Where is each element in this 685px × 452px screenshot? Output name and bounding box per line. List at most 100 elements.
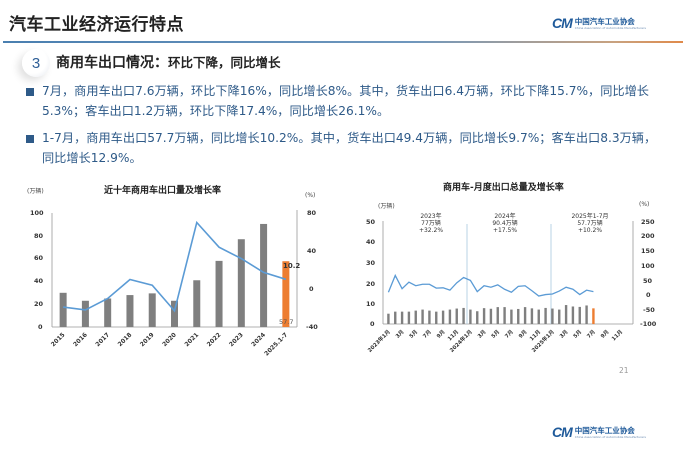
bar	[126, 295, 134, 327]
left-chart-right-unit: (%)	[305, 192, 316, 199]
left-y-tick: 0	[370, 320, 375, 328]
left-y-tick: 20	[34, 300, 44, 308]
bullet-item: 7月，商用车出口7.6万辆，环比下降16%，同比增长8%。其中，货车出口6.4万…	[26, 82, 666, 121]
bar	[496, 307, 499, 324]
caam-logo: CM 中国汽车工业协会 China Association of Automob…	[552, 15, 646, 31]
annotation-2025: 2025年1-7月 57.7万辆 +10.2%	[571, 213, 609, 234]
bar	[104, 298, 112, 327]
bullet-list: 7月，商用车出口7.6万辆，环比下降16%，同比增长8%。其中，货车出口6.4万…	[26, 82, 666, 176]
left-y-tick: 30	[366, 259, 376, 267]
page-number: 21	[619, 366, 629, 375]
bar	[171, 300, 178, 327]
bar	[421, 309, 424, 324]
left-y-tick: 20	[366, 280, 376, 288]
left-y-tick: 40	[366, 238, 376, 246]
bar	[489, 308, 493, 324]
right-y-tick: -50	[643, 306, 655, 314]
x-tick: 3月	[393, 328, 405, 340]
logo-chinese-name: 中国汽车工业协会	[574, 16, 635, 26]
right-y-tick: -100	[640, 320, 657, 328]
bar	[551, 308, 554, 324]
bar	[585, 305, 588, 324]
bar	[564, 305, 568, 324]
bar	[462, 307, 465, 324]
left-y-tick: 50	[366, 218, 376, 226]
bar	[407, 311, 411, 324]
bar	[544, 307, 547, 324]
square-bullet-icon	[26, 135, 34, 143]
right-chart-left-unit: (万辆)	[378, 203, 395, 210]
x-tick: 2023年1月	[366, 328, 392, 354]
svg-text:10.2: 10.2	[283, 262, 300, 270]
bar	[517, 308, 520, 324]
left-chart-left-unit: (万辆)	[27, 188, 44, 195]
x-tick: 7月	[421, 328, 433, 340]
bar	[530, 308, 534, 324]
bar	[148, 293, 156, 327]
x-tick: 9月	[598, 328, 610, 340]
x-tick: 7月	[585, 328, 597, 340]
bar	[435, 311, 438, 324]
bar	[592, 308, 595, 324]
bar	[578, 306, 581, 324]
bar	[476, 311, 479, 324]
bar	[482, 308, 486, 324]
right-y-tick: 40	[307, 247, 317, 255]
header-divider	[3, 41, 683, 43]
bar	[510, 309, 513, 324]
right-y-tick: 150	[641, 247, 655, 255]
bar	[537, 309, 540, 324]
x-tick: 5月	[489, 328, 501, 340]
left-y-tick: 80	[34, 232, 44, 240]
bar	[193, 280, 201, 327]
bullet-item: 1-7月，商用车出口57.7万辆，同比增长10.2%。其中，货车出口49.4万辆…	[26, 129, 666, 168]
bullet-text: 1-7月，商用车出口57.7万辆，同比增长10.2%。其中，货车出口49.4万辆…	[42, 131, 657, 165]
right-chart-right-unit: (%)	[639, 201, 650, 208]
x-tick: 5月	[571, 328, 583, 340]
bar	[394, 311, 397, 324]
x-tick: 3月	[475, 328, 487, 340]
right-chart-title: 商用车-月度出口总量及增长率	[443, 183, 564, 193]
bar	[237, 239, 245, 327]
bar	[414, 310, 417, 324]
left-y-tick: 100	[30, 209, 44, 217]
right-y-tick: 0	[646, 291, 651, 299]
caam-logo-footer: CM 中国汽车工业协会 China Association of Automob…	[552, 424, 646, 440]
bar	[571, 306, 575, 324]
bar	[448, 309, 452, 324]
bar	[428, 310, 431, 324]
right-y-tick: 0	[309, 285, 314, 293]
section-title: 商用车出口情况：环比下降，同比增长	[56, 52, 281, 72]
bar	[260, 223, 268, 327]
page-title: 汽车工业经济运行特点	[9, 15, 184, 35]
annotation-2024: 2024年 90.4万辆 +17.5%	[492, 213, 518, 234]
bar	[282, 261, 290, 327]
section-number-badge: 3	[22, 49, 50, 77]
bar	[81, 300, 89, 327]
bar	[387, 313, 390, 324]
right-y-tick: -40	[306, 323, 318, 331]
bar	[469, 309, 472, 324]
right-y-tick: 80	[307, 209, 317, 217]
x-tick: 3月	[557, 328, 569, 340]
bar	[455, 308, 458, 324]
bar	[523, 307, 527, 324]
bar	[400, 311, 404, 324]
svg-text:57.7: 57.7	[279, 318, 293, 326]
section-title-main: 商用车出口情况：	[56, 55, 168, 71]
right-y-tick: 250	[641, 218, 655, 226]
x-tick: 9月	[434, 328, 446, 340]
left-y-tick: 10	[366, 300, 376, 308]
logo-english-name: China Association of Automobile Manufact…	[574, 434, 646, 439]
left-y-tick: 40	[34, 277, 44, 285]
bar	[503, 307, 506, 324]
caam-logo-icon: CM	[552, 15, 573, 31]
right-y-tick: 100	[641, 262, 655, 270]
caam-logo-icon: CM	[552, 424, 573, 440]
left-chart-title: 近十年商用车出口量及增长率	[104, 186, 222, 196]
left-y-tick: 60	[34, 254, 44, 262]
bar	[59, 292, 67, 327]
x-tick: 7月	[503, 328, 515, 340]
